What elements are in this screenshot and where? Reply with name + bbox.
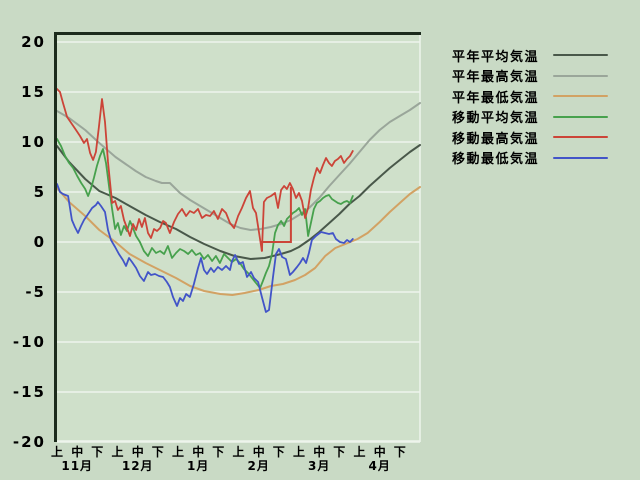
plot-border-left xyxy=(54,32,57,442)
legend-label: 移動最高気温 xyxy=(452,131,540,147)
series-line-5 xyxy=(56,183,354,313)
x-month-label: 4月 xyxy=(369,459,391,473)
x-tick-label: 中 xyxy=(313,444,325,459)
y-tick-label: 5 xyxy=(34,183,46,201)
x-month-label: 2月 xyxy=(248,459,270,473)
x-tick-label: 中 xyxy=(253,444,265,459)
legend-line-swatch xyxy=(553,156,608,159)
legend-label: 平年最低気温 xyxy=(452,90,540,106)
legend-line-swatch xyxy=(553,54,608,57)
x-month-label: 11月 xyxy=(61,459,93,473)
legend-item: 移動最高気温 xyxy=(452,127,632,148)
legend-line-swatch xyxy=(553,95,608,98)
y-tick-label: -20 xyxy=(13,433,46,451)
y-tick-label: 0 xyxy=(34,233,46,251)
x-tick-label: 上 xyxy=(172,444,184,459)
x-tick-label: 下 xyxy=(394,445,406,459)
legend-label: 平年最高気温 xyxy=(452,70,540,86)
x-tick-label: 上 xyxy=(293,444,305,459)
series-line-0 xyxy=(56,144,421,260)
x-tick-label: 上 xyxy=(353,444,365,459)
x-tick-label: 中 xyxy=(192,444,204,459)
y-tick-label: -15 xyxy=(13,383,46,401)
x-tick-label: 上 xyxy=(111,444,123,459)
series-line-1 xyxy=(56,102,421,231)
legend-line-swatch xyxy=(553,74,608,77)
x-month-label: 1月 xyxy=(187,459,209,473)
legend-item: 移動最低気温 xyxy=(452,148,632,169)
x-tick-label: 下 xyxy=(333,445,345,459)
x-tick-label: 下 xyxy=(152,445,164,459)
y-tick-label: 20 xyxy=(21,33,46,51)
legend-item: 平年最高気温 xyxy=(452,66,632,87)
x-tick-label: 上 xyxy=(232,444,244,459)
series-line-4 xyxy=(56,88,354,252)
legend-line-swatch xyxy=(553,136,608,139)
legend: 平年平均気温 平年最高気温 平年最低気温 移動平均気温 移動最高気温 移動最低気… xyxy=(452,45,632,168)
plot-border-top xyxy=(54,32,421,35)
legend-item: 平年平均気温 xyxy=(452,45,632,66)
x-month-label: 12月 xyxy=(122,459,154,473)
x-tick-label: 中 xyxy=(374,444,386,459)
y-tick-label: -10 xyxy=(13,333,46,351)
y-tick-label: 10 xyxy=(21,133,46,151)
x-tick-label: 中 xyxy=(132,444,144,459)
legend-label: 移動平均気温 xyxy=(452,111,540,127)
x-month-label: 3月 xyxy=(308,459,330,473)
x-tick-label: 下 xyxy=(91,445,103,459)
series-line-2 xyxy=(56,186,421,296)
legend-item: 移動平均気温 xyxy=(452,107,632,128)
x-tick-label: 上 xyxy=(51,444,63,459)
series-line-3 xyxy=(56,138,354,289)
legend-line-swatch xyxy=(553,115,608,118)
y-tick-label: 15 xyxy=(21,83,46,101)
legend-label: 移動最低気温 xyxy=(452,152,540,168)
x-tick-label: 下 xyxy=(273,445,285,459)
x-tick-label: 下 xyxy=(212,445,224,459)
x-tick-label: 中 xyxy=(71,444,83,459)
legend-label: 平年平均気温 xyxy=(452,49,540,65)
y-tick-label: -5 xyxy=(25,283,46,301)
anomaly-segment xyxy=(260,187,292,251)
legend-item: 平年最低気温 xyxy=(452,86,632,107)
